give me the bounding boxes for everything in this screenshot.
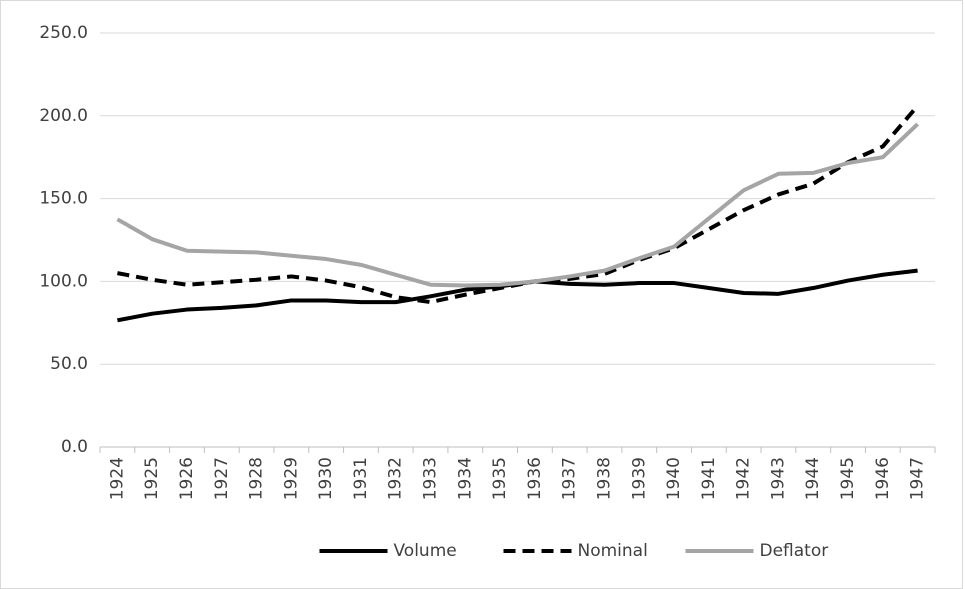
- y-tick-label: 0.0: [61, 437, 88, 457]
- x-tick-label: 1942: [734, 457, 754, 500]
- x-tick-label: 1930: [316, 457, 336, 500]
- y-tick-label: 250.0: [39, 23, 88, 43]
- x-tick-label: 1926: [177, 457, 197, 500]
- y-tick-label: 200.0: [39, 106, 88, 126]
- x-tick-label: 1943: [768, 457, 788, 500]
- y-tick-label: 50.0: [50, 354, 88, 374]
- x-tick-label: 1927: [212, 457, 232, 500]
- y-tick-label: 100.0: [39, 271, 88, 291]
- x-tick-label: 1929: [281, 457, 301, 500]
- x-tick-label: 1941: [699, 457, 719, 500]
- x-tick-label: 1931: [351, 457, 371, 500]
- x-tick-label: 1936: [525, 457, 545, 500]
- x-tick-label: 1940: [664, 457, 684, 500]
- series-line: [116, 122, 919, 288]
- x-tick-label: 1944: [803, 457, 823, 500]
- legend-label: Deflator: [760, 541, 829, 561]
- x-tick-label: 1925: [142, 457, 162, 500]
- x-tick-label: 1928: [247, 457, 267, 500]
- x-tick-label: 1934: [455, 457, 475, 500]
- y-tick-label: 150.0: [39, 189, 88, 209]
- x-tick-label: 1947: [908, 457, 928, 500]
- x-tick-label: 1939: [629, 457, 649, 500]
- x-tick-label: 1924: [107, 457, 127, 500]
- x-tick-label: 1937: [560, 457, 580, 500]
- x-tick-label: 1935: [490, 457, 510, 500]
- x-tick-label: 1933: [421, 457, 441, 500]
- x-tick-label: 1945: [838, 457, 858, 500]
- legend-label: Volume: [394, 541, 457, 561]
- legend-label: Nominal: [578, 541, 648, 561]
- x-tick-label: 1946: [873, 457, 893, 500]
- x-tick-label: 1938: [594, 457, 614, 500]
- x-tick-label: 1932: [386, 457, 406, 500]
